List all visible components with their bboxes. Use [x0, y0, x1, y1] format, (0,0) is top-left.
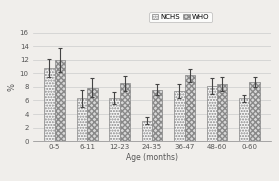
- Bar: [249, 82, 260, 141]
- Bar: [217, 84, 227, 141]
- Bar: [174, 91, 184, 141]
- Bar: [152, 90, 162, 141]
- Bar: [239, 98, 249, 141]
- X-axis label: Age (months): Age (months): [126, 153, 178, 162]
- Bar: [184, 75, 195, 141]
- Bar: [207, 86, 217, 141]
- Bar: [142, 121, 152, 141]
- Legend: NCHS, WHO: NCHS, WHO: [150, 12, 211, 22]
- Bar: [120, 83, 130, 141]
- Bar: [55, 60, 65, 141]
- Bar: [109, 98, 120, 141]
- Y-axis label: %: %: [8, 83, 17, 91]
- Bar: [77, 98, 87, 141]
- Bar: [87, 88, 97, 141]
- Bar: [44, 68, 55, 141]
